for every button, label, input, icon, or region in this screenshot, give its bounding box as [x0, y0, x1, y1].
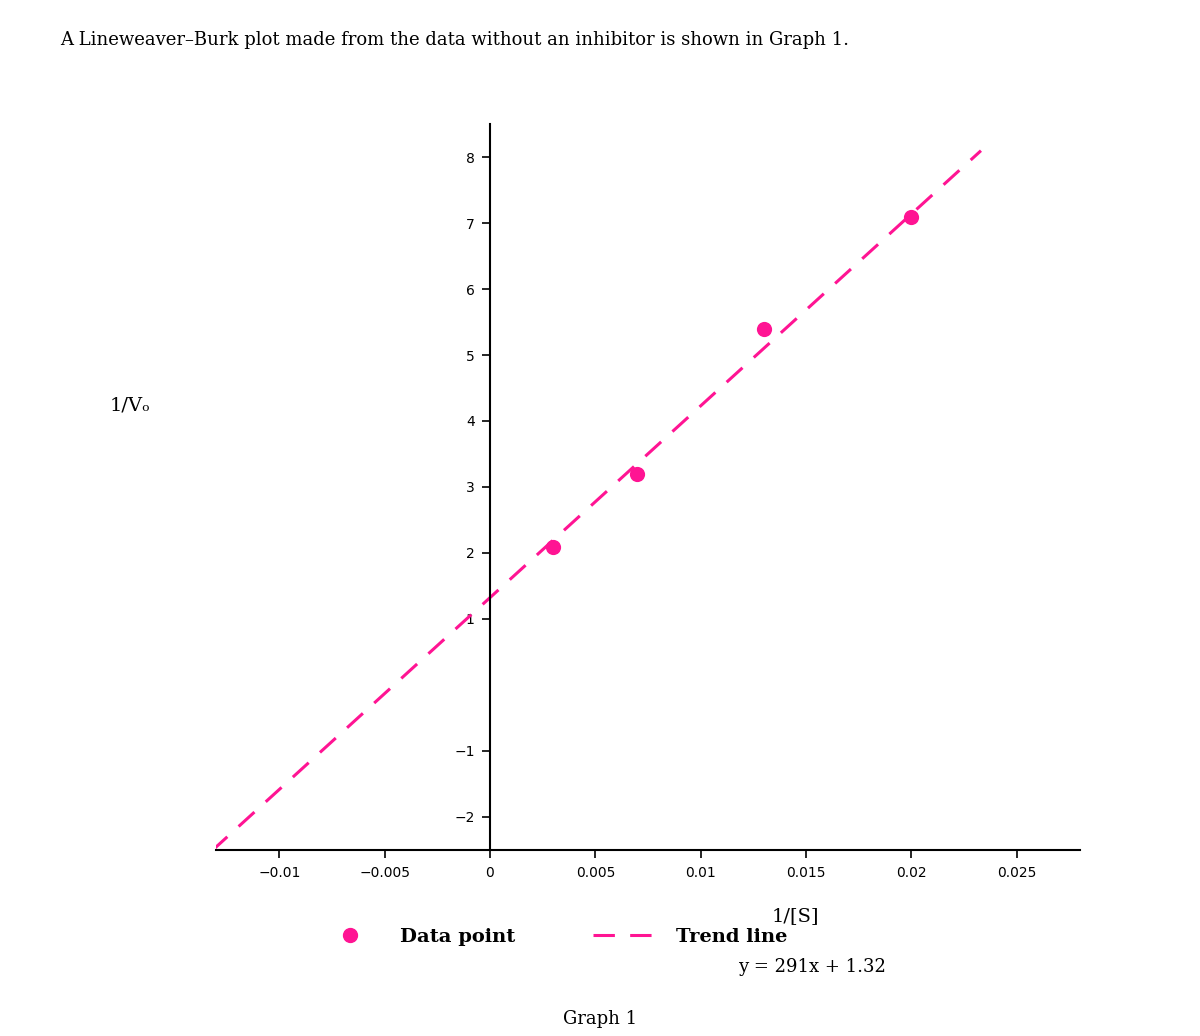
Y-axis label: 1/Vₒ: 1/Vₒ [109, 397, 150, 414]
Point [628, 465, 647, 482]
Text: Graph 1: Graph 1 [563, 1010, 637, 1028]
Text: A Lineweaver–Burk plot made from the data without an inhibitor is shown in Graph: A Lineweaver–Burk plot made from the dat… [60, 31, 850, 49]
Point [902, 208, 922, 225]
Point [755, 320, 774, 337]
Point [544, 539, 563, 555]
Text: y = 291x + 1.32: y = 291x + 1.32 [738, 958, 886, 976]
X-axis label: 1/[S]: 1/[S] [772, 908, 818, 925]
Legend: Data point, Trend line: Data point, Trend line [308, 920, 796, 954]
